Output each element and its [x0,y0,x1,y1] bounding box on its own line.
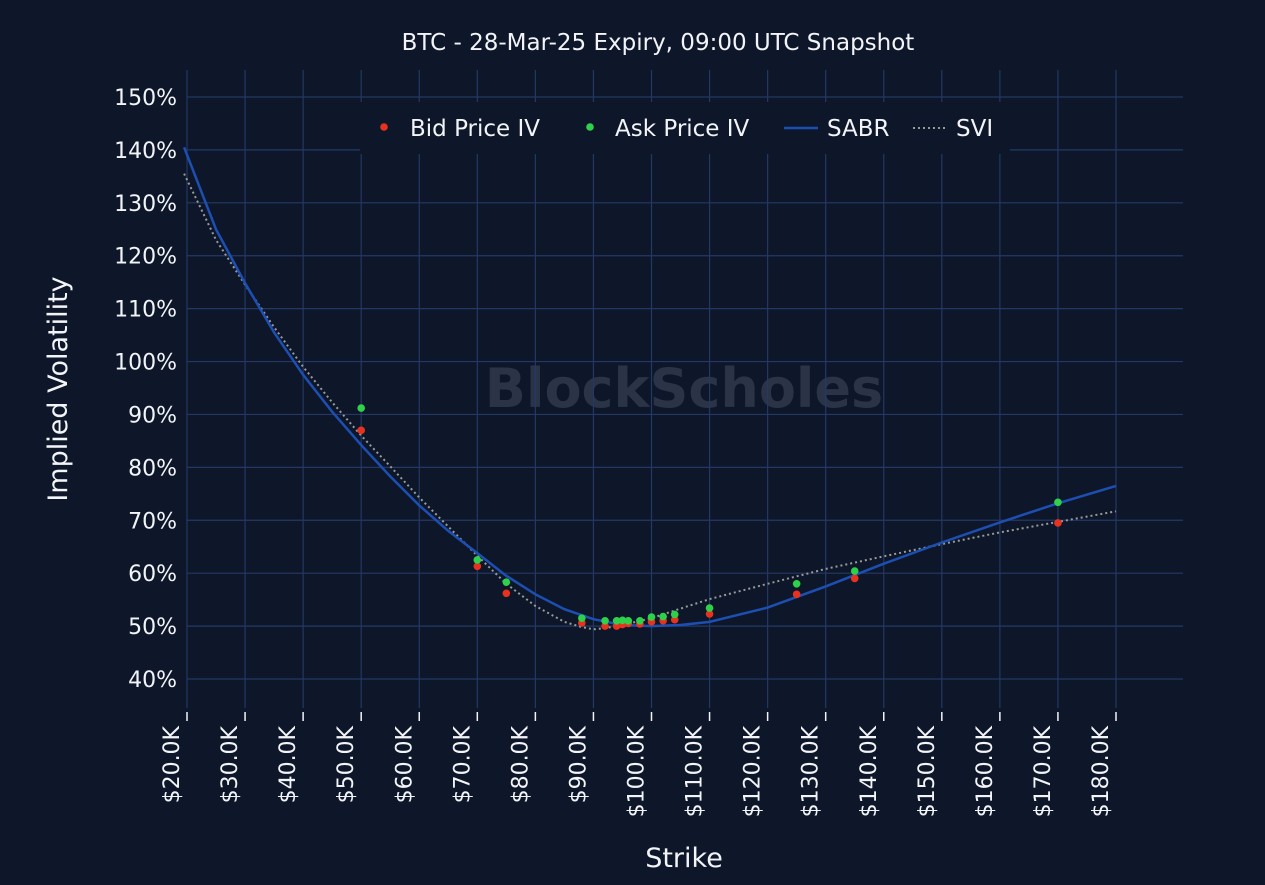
y-tick-label: 40% [128,668,177,693]
x-tick-label: $70.0K [450,725,475,803]
ask-point [624,617,633,625]
y-tick-label: 100% [114,351,177,376]
bid-point [670,615,679,624]
legend-label-sabr[interactable]: SABR [827,116,890,142]
ask-point [705,604,714,612]
x-tick-label: $90.0K [566,725,591,803]
bid-point [612,622,621,630]
ask-point [792,579,801,588]
y-tick-label: 140% [114,139,177,164]
x-tick-label: $20.0K [160,725,185,803]
x-tick-label: $40.0K [276,725,301,803]
y-tick-labels: 40% 50% 60% 70% 80% 90% 100% 110% 120% 130% 140% 15… [114,86,177,693]
ask-point [1054,498,1062,507]
x-tick-label: $130.0K [799,725,824,817]
ask-point [473,556,482,564]
plot-area [182,146,1117,631]
ask-point [670,610,679,619]
legend-background [360,102,1010,154]
y-tick-label: 90% [128,403,177,428]
x-tick-label: $100.0K [625,725,650,817]
ask-point [601,617,609,625]
ask-point [578,614,586,622]
bid-point [792,590,801,599]
ask-point [618,616,627,625]
chart-title: BTC - 28-Mar-25 Expiry, 09:00 UTC Snapsh… [402,30,915,56]
x-tick-label: $160.0K [973,725,998,817]
y-tick-label: 70% [128,509,177,534]
ask-point [502,578,511,586]
x-tick-label: $170.0K [1031,725,1056,817]
legend-label-svi[interactable]: SVI [956,116,993,142]
legend: Bid Price IV Ask Price IV SABR SVI [360,102,1010,154]
y-tick-label: 50% [128,615,177,640]
bid-point [502,589,511,598]
x-tick-label: $110.0K [683,725,708,817]
bid-point [473,562,482,571]
y-tick-label: 80% [128,456,177,481]
ask-point [357,404,365,412]
ask-point [612,617,621,625]
x-tick-label: $30.0K [218,725,243,803]
bid-point [601,622,609,630]
legend-label-bid[interactable]: Bid Price IV [410,116,540,142]
legend-label-ask[interactable]: Ask Price IV [615,116,750,142]
y-tick-label: 150% [114,86,177,111]
series-line-sabr [182,146,1117,628]
x-tick-label: $60.0K [392,725,417,803]
x-tick-label: $150.0K [915,725,940,817]
ask-point [636,617,644,625]
x-tick-labels: $20.0K $30.0K $40.0K $50.0K $60.0K $70.0K $80.… [160,712,1117,817]
x-tick-label: $120.0K [741,725,766,817]
bid-point [705,610,714,618]
ask-point [647,613,656,621]
watermark: BlockScholes [485,357,883,420]
y-axis-title: Implied Volatility [43,276,74,501]
x-tick-label: $80.0K [508,725,533,803]
legend-marker-bid [380,123,388,131]
x-tick-label: $180.0K [1089,725,1114,817]
x-axis-title: Strike [645,843,723,874]
ask-point [659,612,667,621]
x-tick-label: $140.0K [857,725,882,817]
bid-point [357,426,365,435]
bid-point [1054,519,1062,527]
bid-point [850,574,859,583]
y-tick-label: 120% [114,245,177,270]
x-tick-label: $50.0K [334,725,359,803]
y-tick-label: 130% [114,192,177,217]
series-line-svi [183,173,1117,631]
y-tick-label: 60% [128,562,177,587]
legend-marker-ask [586,123,594,131]
y-tick-label: 110% [114,298,177,323]
ask-point [850,567,859,575]
